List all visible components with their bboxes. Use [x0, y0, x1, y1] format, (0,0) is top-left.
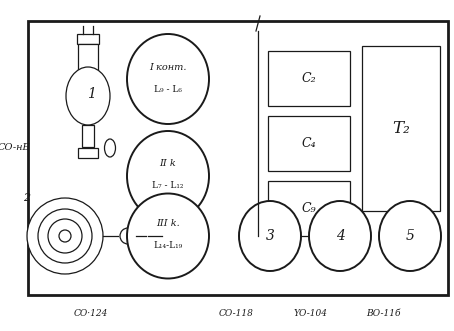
Circle shape: [27, 198, 103, 274]
Ellipse shape: [127, 194, 209, 278]
Text: 1: 1: [87, 87, 95, 101]
Bar: [268, 51, 350, 106]
Text: 3: 3: [266, 229, 274, 243]
Text: C₉: C₉: [302, 202, 316, 215]
Text: T₂: T₂: [392, 120, 410, 137]
Bar: [28, 21, 448, 295]
Bar: [268, 116, 350, 171]
Text: YO-104: YO-104: [294, 308, 328, 317]
Ellipse shape: [104, 139, 115, 157]
Text: II k: II k: [160, 160, 176, 168]
Bar: [362, 46, 440, 211]
Ellipse shape: [309, 201, 371, 271]
Text: 5: 5: [405, 229, 415, 243]
Text: 4: 4: [336, 229, 345, 243]
Text: L₇ - L₁₂: L₇ - L₁₂: [152, 181, 184, 191]
Bar: [78, 148, 98, 158]
Circle shape: [120, 228, 136, 244]
Text: I конт.: I конт.: [149, 63, 187, 71]
Text: CO·124: CO·124: [74, 308, 108, 317]
Text: 2: 2: [24, 193, 30, 203]
Bar: [82, 125, 94, 147]
Text: C₂: C₂: [302, 72, 316, 85]
Text: C₄: C₄: [302, 137, 316, 150]
Ellipse shape: [379, 201, 441, 271]
Ellipse shape: [239, 201, 301, 271]
Bar: [268, 181, 350, 236]
Circle shape: [59, 230, 71, 242]
Text: CO-нБ: CO-нБ: [0, 144, 30, 153]
Circle shape: [146, 228, 162, 244]
Bar: [78, 44, 98, 72]
Bar: [77, 34, 99, 44]
Text: L₉ - L₆: L₉ - L₆: [154, 84, 182, 93]
Circle shape: [38, 209, 92, 263]
Ellipse shape: [66, 67, 110, 125]
Text: III k.: III k.: [156, 219, 180, 228]
Text: CO-118: CO-118: [219, 308, 253, 317]
Ellipse shape: [127, 34, 209, 124]
Ellipse shape: [127, 131, 209, 221]
Circle shape: [48, 219, 82, 253]
Text: BO-11б: BO-11б: [366, 308, 401, 317]
Text: L₁₄-L₁₉: L₁₄-L₁₉: [153, 242, 183, 251]
